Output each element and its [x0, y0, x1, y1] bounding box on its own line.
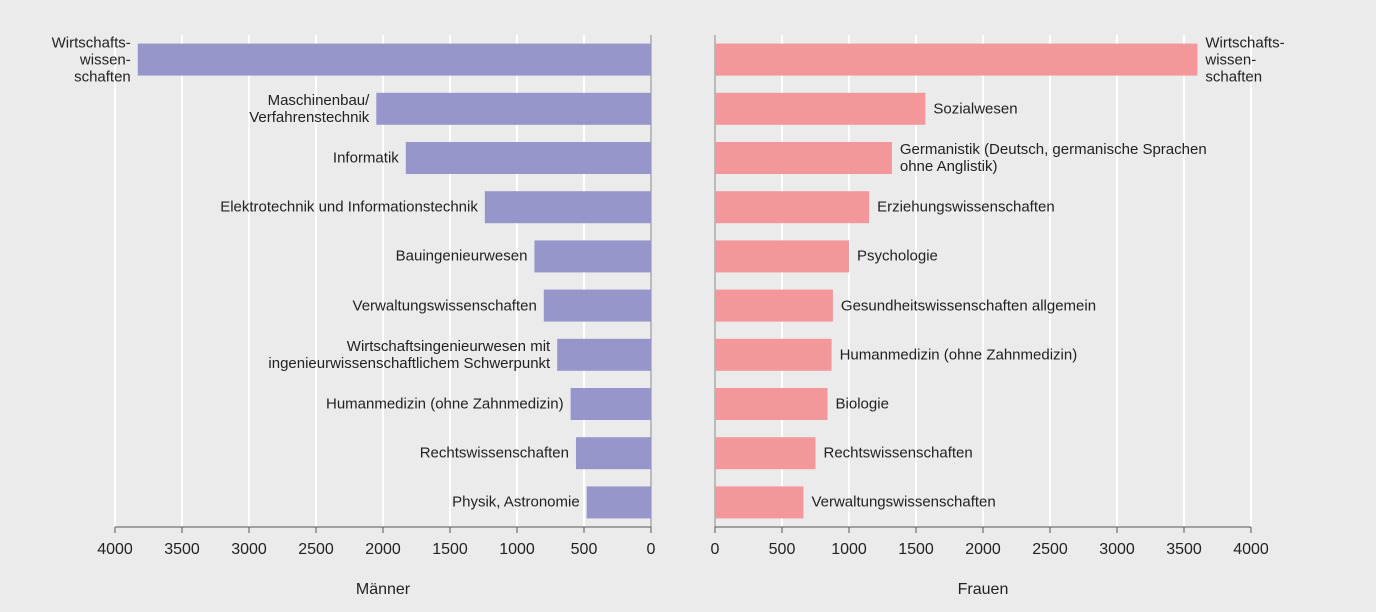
bar	[715, 92, 926, 125]
bar	[405, 142, 651, 174]
bar	[575, 437, 651, 470]
bar	[715, 43, 1198, 76]
x-tick-label: 3000	[231, 541, 267, 558]
bar	[715, 240, 849, 273]
x-tick-label: 3500	[164, 541, 200, 558]
x-tick-label: 1000	[499, 541, 535, 558]
bar-label: Wirtschafts- wissen- schaften	[1205, 34, 1285, 86]
bar	[376, 92, 651, 125]
x-tick-label: 0	[647, 541, 656, 558]
bar-label: Bauingenieurwesen	[395, 247, 528, 265]
x-tick-label: 2500	[298, 541, 334, 558]
bar-label: Psychologie	[857, 247, 938, 265]
x-tick-label: 3000	[1099, 541, 1135, 558]
bar	[534, 240, 651, 273]
bar	[570, 388, 651, 420]
x-tick-label: 2500	[1032, 541, 1068, 558]
bar-label: Informatik	[332, 149, 399, 167]
bar-label: Germanistik (Deutsch, germanische Sprach…	[899, 141, 1207, 175]
bar	[715, 388, 828, 420]
bar-label: Rechtswissenschaften	[419, 444, 569, 462]
bar-label: Elektrotechnik und Informationstechnik	[220, 198, 478, 216]
x-tick-label: 4000	[1233, 541, 1269, 558]
bar-label: Erziehungswissenschaften	[877, 198, 1055, 216]
bar	[137, 43, 651, 76]
x-tick-label: 1500	[432, 541, 468, 558]
x-tick-label: 2000	[965, 541, 1001, 558]
bar	[715, 289, 833, 322]
bar-label: Wirtschafts- wissen- schaften	[51, 34, 131, 86]
x-axis-title: Frauen	[958, 581, 1009, 598]
bar-label: Physik, Astronomie	[452, 493, 580, 511]
x-tick-label: 3500	[1166, 541, 1202, 558]
bar-label: Maschinenbau/ Verfahrenstechnik	[249, 91, 370, 126]
x-tick-label: 1000	[831, 541, 867, 558]
bar	[715, 142, 892, 174]
bar-label: Sozialwesen	[933, 100, 1018, 118]
bar-label: Verwaltungswissenschaften	[811, 493, 996, 511]
x-tick-label: 500	[769, 541, 796, 558]
x-axis-title: Männer	[356, 581, 411, 598]
bar	[715, 338, 832, 371]
x-tick-label: 2000	[365, 541, 401, 558]
x-tick-label: 1500	[898, 541, 934, 558]
bar-label: Humanmedizin (ohne Zahnmedizin)	[839, 346, 1078, 364]
x-tick-label: 4000	[97, 541, 133, 558]
bar-label: Gesundheitswissenschaften allgemein	[840, 297, 1097, 315]
bar-label: Humanmedizin (ohne Zahnmedizin)	[325, 395, 564, 413]
x-tick-label: 500	[571, 541, 598, 558]
bar	[543, 289, 651, 322]
bar	[715, 191, 870, 224]
bar	[484, 191, 651, 224]
bar	[715, 486, 804, 519]
bar-label: Biologie	[835, 395, 889, 413]
bar-label: Rechtswissenschaften	[823, 444, 973, 462]
bar	[557, 338, 651, 371]
bar	[586, 486, 651, 519]
x-tick-label: 0	[711, 541, 720, 558]
bar-label: Verwaltungswissenschaften	[352, 297, 537, 315]
bar	[715, 437, 816, 470]
bar-label: Wirtschaftsingenieurwesen mit ingenieurw…	[268, 337, 551, 372]
